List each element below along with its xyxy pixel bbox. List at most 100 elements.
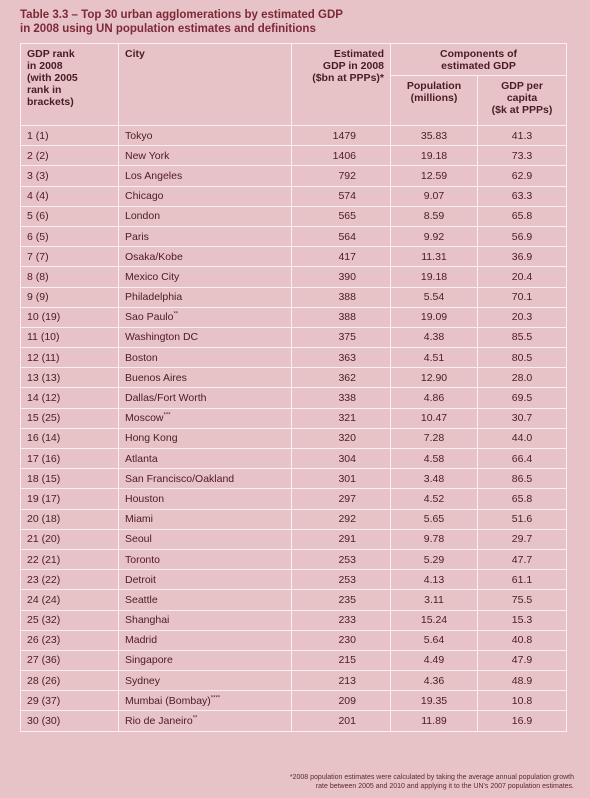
population-cell: 19.18 [390, 266, 478, 288]
table-row: 8 (8) Mexico City 390 19.18 20.4 [20, 266, 567, 288]
city-cell: Mumbai (Bombay)**** [118, 690, 292, 712]
table-row: 1 (1) Tokyo 1479 35.83 41.3 [20, 124, 567, 147]
rank-cell: 27 (36) [20, 649, 119, 672]
rank-cell: 9 (9) [20, 286, 119, 308]
population-cell: 4.58 [390, 447, 478, 470]
gdp-cell: 321 [291, 407, 391, 429]
table-row: 23 (22) Detroit 253 4.13 61.1 [20, 569, 567, 591]
gdp-cell: 209 [291, 690, 391, 712]
population-cell: 19.35 [390, 690, 478, 712]
gdp-cell: 390 [291, 266, 391, 288]
header-city: City [118, 43, 292, 126]
table-row: 19 (17) Houston 297 4.52 65.8 [20, 488, 567, 510]
gdp-cell: 564 [291, 225, 391, 248]
city-cell: Seoul [118, 528, 292, 550]
rank-cell: 30 (30) [20, 710, 119, 732]
gdp-per-capita-cell: 47.9 [477, 649, 567, 672]
population-cell: 4.36 [390, 670, 478, 692]
table-row: 7 (7) Osaka/Kobe 417 11.31 36.9 [20, 246, 567, 268]
table-row: 14 (12) Dallas/Fort Worth 338 4.86 69.5 [20, 387, 567, 409]
gdp-per-capita-cell: 75.5 [477, 589, 567, 611]
rank-cell: 15 (25) [20, 407, 119, 429]
population-cell: 15.24 [390, 609, 478, 631]
rank-cell: 10 (19) [20, 306, 119, 328]
gdp-cell: 574 [291, 185, 391, 207]
city-cell: New York [118, 145, 292, 167]
city-cell: Paris [118, 225, 292, 248]
city-cell: Atlanta [118, 447, 292, 470]
city-cell: Mexico City [118, 266, 292, 288]
gdp-per-capita-cell: 61.1 [477, 569, 567, 591]
gdp-cell: 1479 [291, 124, 391, 147]
gdp-per-capita-cell: 16.9 [477, 710, 567, 732]
city-cell: Washington DC [118, 326, 292, 349]
population-cell: 19.18 [390, 145, 478, 167]
table-row: 11 (10) Washington DC 375 4.38 85.5 [20, 326, 567, 349]
rank-cell: 29 (37) [20, 690, 119, 712]
table-row: 25 (32) Shanghai 233 15.24 15.3 [20, 609, 567, 631]
rank-cell: 2 (2) [20, 145, 119, 167]
population-cell: 12.59 [390, 165, 478, 187]
rank-cell: 12 (11) [20, 347, 119, 369]
city-cell: San Francisco/Oakland [118, 468, 292, 490]
gdp-cell: 297 [291, 488, 391, 510]
rank-cell: 26 (23) [20, 629, 119, 651]
gdp-cell: 292 [291, 508, 391, 530]
population-cell: 3.48 [390, 468, 478, 490]
table-row: 13 (13) Buenos Aires 362 12.90 28.0 [20, 367, 567, 389]
rank-cell: 14 (12) [20, 387, 119, 409]
gdp-cell: 417 [291, 246, 391, 268]
table-row: 5 (6) London 565 8.59 65.8 [20, 205, 567, 227]
footnote-marker: ** [173, 311, 179, 318]
city-cell: Osaka/Kobe [118, 246, 292, 268]
population-cell: 7.28 [390, 427, 478, 450]
gdp-cell: 233 [291, 609, 391, 631]
rank-cell: 25 (32) [20, 609, 119, 631]
table-row: 20 (18) Miami 292 5.65 51.6 [20, 508, 567, 530]
city-cell: Tokyo [118, 124, 292, 147]
gdp-cell: 201 [291, 710, 391, 732]
gdp-cell: 213 [291, 670, 391, 692]
gdp-per-capita-cell: 44.0 [477, 427, 567, 450]
gdp-per-capita-cell: 65.8 [477, 205, 567, 227]
gdp-cell: 253 [291, 548, 391, 571]
table-row: 10 (19) Sao Paulo** 388 19.09 20.3 [20, 306, 567, 328]
gdp-cell: 338 [291, 387, 391, 409]
population-cell: 5.65 [390, 508, 478, 530]
gdp-per-capita-cell: 86.5 [477, 468, 567, 490]
rank-cell: 28 (26) [20, 670, 119, 692]
rank-cell: 17 (16) [20, 447, 119, 470]
table-row: 24 (24) Seattle 235 3.11 75.5 [20, 589, 567, 611]
footnote: *2008 population estimates were calculat… [144, 773, 574, 791]
table-row: 30 (30) Rio de Janeiro** 201 11.89 16.9 [20, 710, 567, 732]
gdp-per-capita-cell: 30.7 [477, 407, 567, 429]
gdp-per-capita-cell: 85.5 [477, 326, 567, 349]
population-cell: 9.78 [390, 528, 478, 550]
gdp-cell: 291 [291, 528, 391, 550]
city-cell: Singapore [118, 649, 292, 672]
table-row: 22 (21) Toronto 253 5.29 47.7 [20, 548, 567, 571]
population-cell: 8.59 [390, 205, 478, 227]
rank-cell: 22 (21) [20, 548, 119, 571]
header-population: Population (millions) [390, 75, 478, 126]
population-cell: 19.09 [390, 306, 478, 328]
population-cell: 11.31 [390, 246, 478, 268]
population-cell: 35.83 [390, 124, 478, 147]
gdp-per-capita-cell: 20.4 [477, 266, 567, 288]
city-cell: Toronto [118, 548, 292, 571]
table-row: 2 (2) New York 1406 19.18 73.3 [20, 145, 567, 167]
rank-cell: 21 (20) [20, 528, 119, 550]
footnote-line-1: *2008 population estimates were calculat… [289, 774, 574, 781]
table-row: 27 (36) Singapore 215 4.49 47.9 [20, 649, 567, 672]
footnote-line-2: rate between 2005 and 2010 and applying … [315, 783, 574, 790]
city-cell: Boston [118, 347, 292, 369]
table-row: 21 (20) Seoul 291 9.78 29.7 [20, 528, 567, 550]
gdp-per-capita-cell: 56.9 [477, 225, 567, 248]
gdp-cell: 565 [291, 205, 391, 227]
population-cell: 3.11 [390, 589, 478, 611]
population-cell: 12.90 [390, 367, 478, 389]
gdp-per-capita-cell: 36.9 [477, 246, 567, 268]
population-cell: 5.29 [390, 548, 478, 571]
gdp-per-capita-cell: 40.8 [477, 629, 567, 651]
